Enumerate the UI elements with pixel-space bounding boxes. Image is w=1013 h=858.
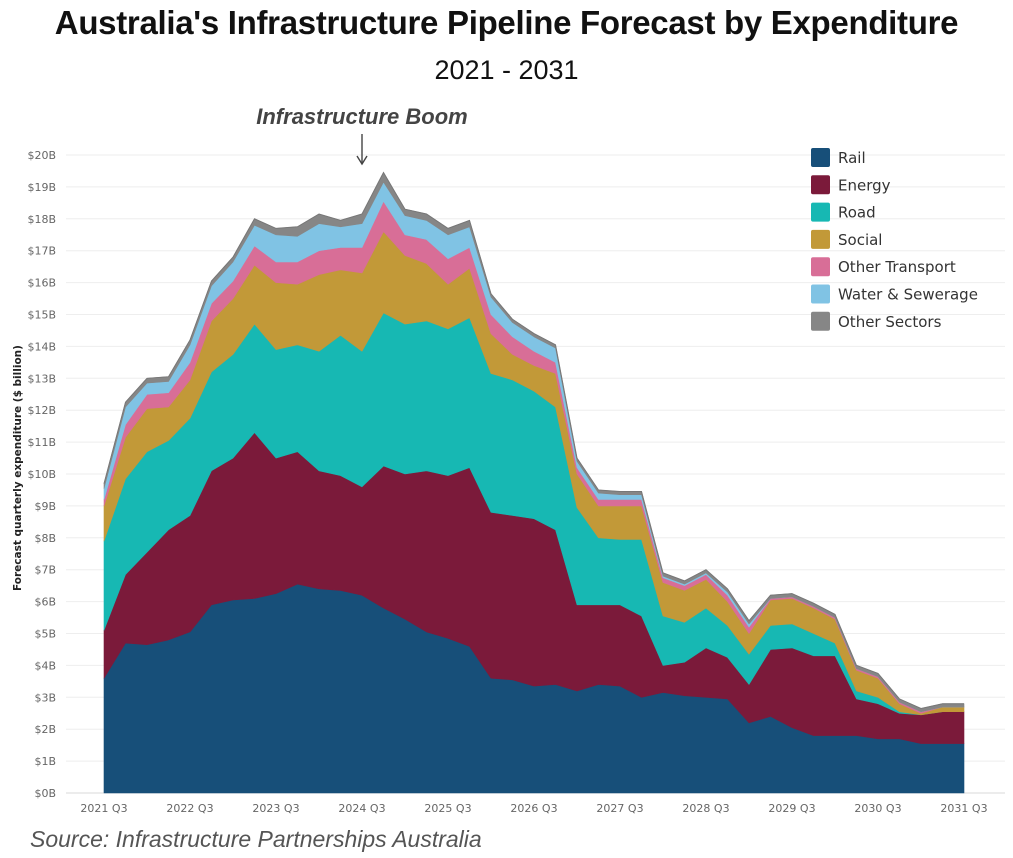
y-tick-label: $5B [34, 628, 56, 641]
legend-label: Energy [838, 176, 891, 194]
legend-label: Social [838, 231, 882, 249]
x-tick-label: 2027 Q3 [596, 802, 643, 815]
y-tick-label: $10B [27, 468, 56, 481]
y-axis-ticks: $0B $1B $2B $3B $4B $5B $6B $7B $8B $9B $10B $11B $1… [27, 149, 56, 800]
y-tick-label: $15B [27, 309, 56, 322]
legend-swatch [811, 311, 830, 331]
legend-label: Other Sectors [838, 313, 942, 331]
legend-swatch [811, 148, 830, 167]
x-tick-label: 2022 Q3 [166, 802, 213, 815]
source-note: Source: Infrastructure Partnerships Aust… [30, 826, 482, 852]
x-tick-label: 2031 Q3 [940, 802, 987, 815]
y-tick-label: $16B [27, 277, 56, 290]
legend-label: Other Transport [838, 258, 956, 276]
chart-subtitle: 2021 - 2031 [434, 55, 579, 85]
y-axis-label: Forecast quarterly expenditure ($ billio… [12, 345, 24, 591]
x-axis-ticks: 2021 Q3 2022 Q3 2023 Q3 2024 Q3 2025 Q3 2026 … [80, 802, 987, 815]
chart-title: Australia's Infrastructure Pipeline Fore… [54, 4, 959, 41]
y-tick-label: $20B [27, 149, 56, 162]
area-series [103, 171, 965, 794]
x-tick-label: 2026 Q3 [510, 802, 557, 815]
y-tick-label: $13B [27, 372, 56, 385]
y-tick-label: $9B [34, 500, 56, 513]
annotation-text: Infrastructure Boom [256, 104, 467, 129]
y-tick-label: $2B [34, 723, 56, 736]
legend-label: Water & Sewerage [838, 286, 978, 304]
x-tick-label: 2028 Q3 [682, 802, 729, 815]
y-tick-label: $11B [27, 436, 56, 449]
legend-swatch [811, 257, 830, 277]
legend-swatch [811, 175, 830, 195]
y-tick-label: $18B [27, 213, 56, 226]
y-tick-label: $14B [27, 340, 56, 353]
y-tick-label: $17B [27, 245, 56, 258]
x-tick-label: 2023 Q3 [252, 802, 299, 815]
legend-swatch [811, 202, 830, 222]
y-tick-label: $0B [34, 787, 56, 800]
y-tick-label: $3B [34, 691, 56, 704]
y-tick-label: $6B [34, 596, 56, 609]
legend-label: Rail [838, 149, 866, 167]
y-tick-label: $4B [34, 659, 56, 672]
y-tick-label: $12B [27, 404, 56, 417]
annotation-arrow-head [356, 155, 368, 166]
x-tick-label: 2024 Q3 [338, 802, 385, 815]
legend: Rail Energy Road Social Other Transport Water… [811, 148, 978, 331]
x-tick-label: 2030 Q3 [854, 802, 901, 815]
legend-label: Road [838, 204, 876, 222]
y-tick-label: $8B [34, 532, 56, 545]
annotation: Infrastructure Boom [256, 104, 468, 166]
y-tick-label: $7B [34, 564, 56, 577]
legend-swatch [811, 229, 830, 249]
y-tick-label: $19B [27, 181, 56, 194]
x-tick-label: 2029 Q3 [768, 802, 815, 815]
legend-swatch [811, 284, 830, 304]
x-tick-label: 2025 Q3 [424, 802, 471, 815]
y-tick-label: $1B [34, 755, 56, 768]
x-tick-label: 2021 Q3 [80, 802, 127, 815]
stack-outline [103, 171, 964, 710]
